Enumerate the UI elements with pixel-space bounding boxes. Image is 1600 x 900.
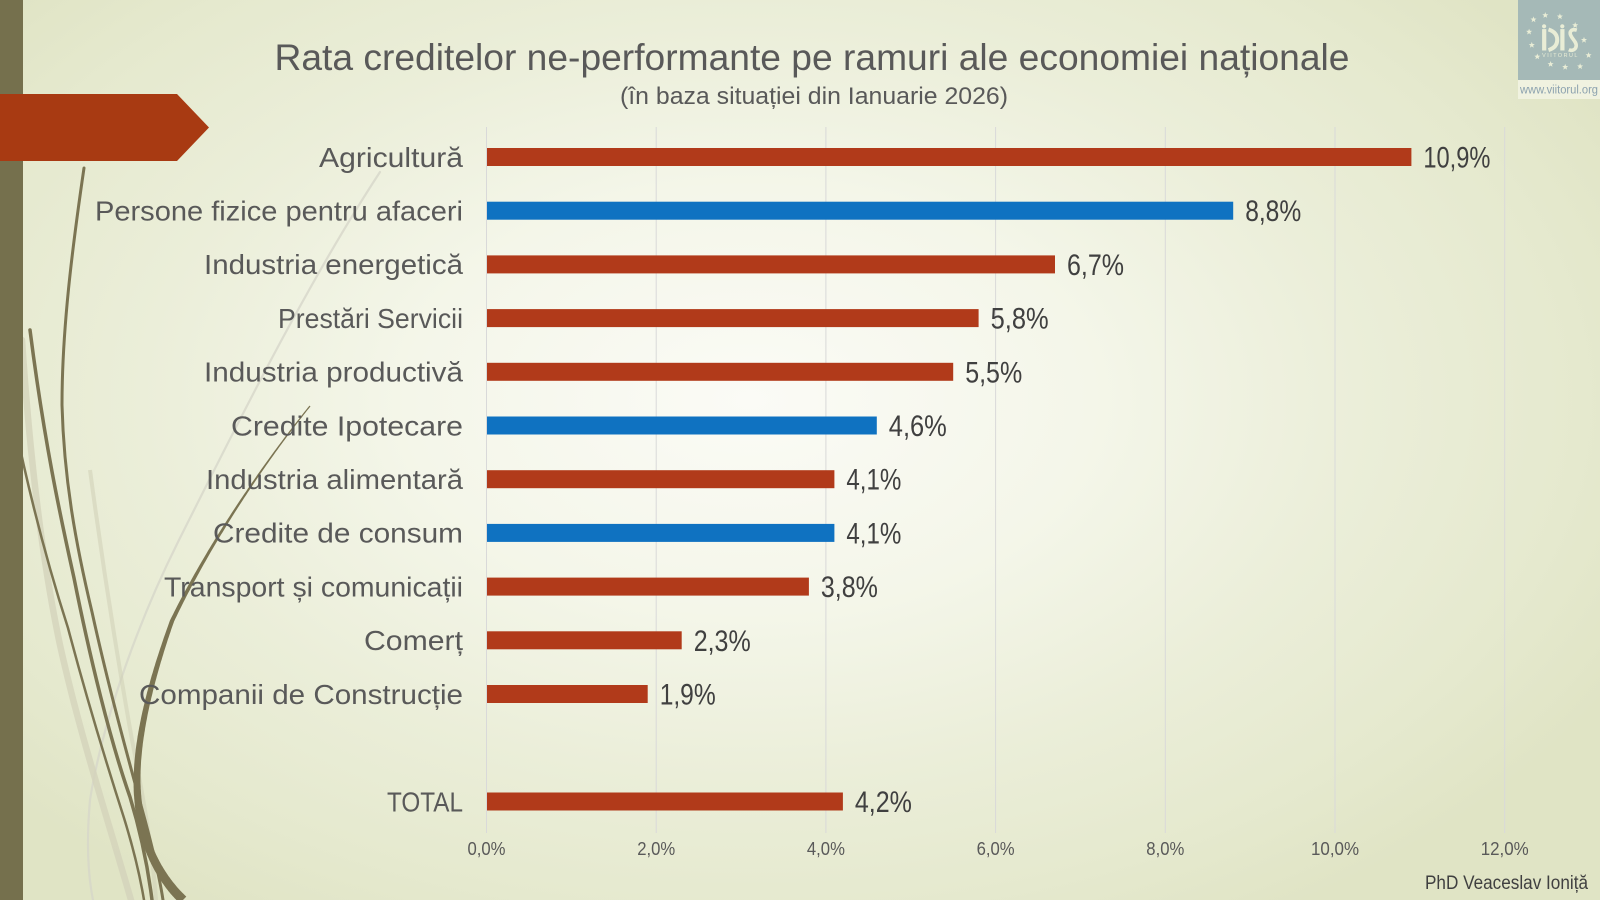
svg-text:Rata creditelor ne-performante: Rata creditelor ne-performante pe ramuri… xyxy=(275,37,1350,78)
svg-text:Industria alimentară: Industria alimentară xyxy=(206,464,463,495)
svg-text:2,0%: 2,0% xyxy=(637,839,675,859)
svg-text:Persone fizice pentru afaceri: Persone fizice pentru afaceri xyxy=(95,196,463,227)
svg-text:8,0%: 8,0% xyxy=(1146,839,1184,859)
svg-text:4,0%: 4,0% xyxy=(807,839,845,859)
svg-text:5,5%: 5,5% xyxy=(965,356,1022,389)
svg-text:TOTAL: TOTAL xyxy=(387,786,463,817)
svg-text:4,2%: 4,2% xyxy=(855,786,912,819)
svg-text:(în baza situației din Ianuari: (în baza situației din Ianuarie 2026) xyxy=(620,83,1008,110)
svg-text:VIITORUL: VIITORUL xyxy=(1542,53,1579,59)
svg-text:Prestări Servicii: Prestări Servicii xyxy=(278,303,463,334)
svg-text:Companii de Construcție: Companii de Construcție xyxy=(139,679,463,710)
svg-text:3,8%: 3,8% xyxy=(821,571,878,604)
svg-text:Credite Ipotecare: Credite Ipotecare xyxy=(231,410,463,441)
svg-text:Industria productivă: Industria productivă xyxy=(204,357,463,388)
svg-text:0,0%: 0,0% xyxy=(468,839,506,859)
svg-text:Transport și comunicații: Transport și comunicații xyxy=(164,571,463,602)
svg-text:PhD Veaceslav Ioniță: PhD Veaceslav Ioniță xyxy=(1425,873,1588,894)
svg-text:4,1%: 4,1% xyxy=(846,517,901,550)
svg-text:2,3%: 2,3% xyxy=(694,625,751,658)
svg-text:10,9%: 10,9% xyxy=(1423,142,1490,175)
svg-text:4,1%: 4,1% xyxy=(846,464,901,497)
svg-text:Agricultură: Agricultură xyxy=(319,142,463,173)
svg-text:www.viitorul.org: www.viitorul.org xyxy=(1519,85,1598,97)
svg-text:Industria energetică: Industria energetică xyxy=(204,249,463,280)
svg-text:10,0%: 10,0% xyxy=(1311,839,1359,859)
svg-text:Credite de consum: Credite de consum xyxy=(213,518,463,549)
svg-text:4,6%: 4,6% xyxy=(889,410,947,443)
svg-text:6,0%: 6,0% xyxy=(977,839,1015,859)
svg-text:1,9%: 1,9% xyxy=(660,679,716,712)
svg-text:8,8%: 8,8% xyxy=(1245,195,1301,228)
svg-text:12,0%: 12,0% xyxy=(1481,839,1529,859)
svg-text:5,8%: 5,8% xyxy=(991,303,1049,336)
svg-text:Comerț: Comerț xyxy=(364,625,463,656)
svg-text:6,7%: 6,7% xyxy=(1067,249,1124,282)
